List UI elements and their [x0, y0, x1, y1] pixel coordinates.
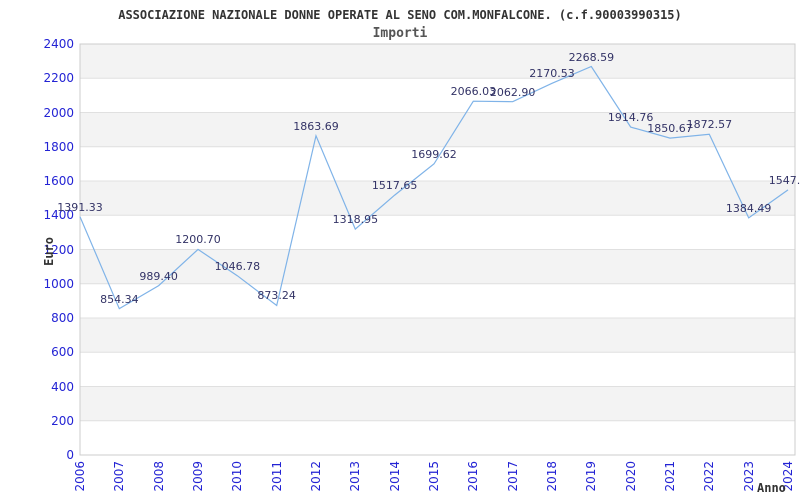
data-point-label: 1318.95 — [332, 213, 379, 227]
data-point-label: 1547.8 — [768, 173, 800, 187]
data-point-label: 1384.49 — [725, 201, 772, 215]
data-point-label: 854.34 — [100, 292, 139, 306]
plot-band — [80, 181, 795, 216]
data-point-label: 2170.53 — [529, 67, 575, 81]
x-tick-label: 2008 — [151, 461, 166, 492]
y-tick-label: 200 — [51, 413, 74, 428]
data-point-label: 2062.90 — [489, 85, 536, 99]
x-tick-label: 2016 — [466, 461, 481, 492]
plot-band — [80, 249, 795, 284]
x-tick-label: 2019 — [584, 461, 599, 492]
plot-band — [80, 318, 795, 353]
data-point-label: 1517.65 — [371, 179, 418, 193]
x-tick-label: 2022 — [702, 461, 717, 492]
plot-band — [80, 112, 795, 147]
y-tick-label: 2400 — [43, 37, 74, 51]
data-point-label: 1914.76 — [607, 111, 654, 125]
data-point-label: 1391.33 — [57, 200, 103, 214]
y-tick-label: 1200 — [43, 242, 74, 257]
plot-band — [80, 386, 795, 421]
chart-title: ASSOCIAZIONE NAZIONALE DONNE OPERATE AL … — [118, 8, 682, 22]
x-tick-label: 2009 — [191, 461, 205, 492]
data-point-label: 1200.70 — [175, 233, 221, 247]
data-point-label: 1850.67 — [647, 122, 693, 136]
data-point-label: 1872.57 — [686, 118, 733, 132]
x-axis-title: Anno — [757, 481, 786, 495]
data-point-label: 2066.03 — [450, 85, 497, 99]
x-tick-label: 2006 — [73, 461, 87, 492]
x-tick-label: 2007 — [112, 461, 127, 492]
x-tick-label: 2012 — [309, 461, 323, 492]
y-tick-label: 1600 — [43, 174, 74, 188]
y-tick-label: 0 — [66, 448, 74, 462]
y-tick-label: 1000 — [43, 276, 74, 291]
x-tick-label: 2020 — [623, 461, 638, 492]
data-point-label: 1699.62 — [411, 147, 457, 161]
x-tick-label: 2013 — [348, 461, 363, 492]
y-tick-label: 400 — [51, 379, 74, 394]
x-tick-label: 2021 — [663, 461, 677, 492]
data-point-label: 873.24 — [257, 289, 296, 303]
x-tick-label: 2023 — [741, 461, 756, 492]
y-tick-label: 600 — [51, 345, 74, 360]
chart-subtitle: Importi — [372, 26, 428, 41]
y-tick-label: 800 — [51, 311, 74, 325]
plot-border — [79, 43, 796, 456]
data-point-label: 1863.69 — [293, 119, 339, 133]
y-tick-label: 2000 — [43, 105, 74, 120]
x-tick-label: 2018 — [545, 461, 559, 492]
x-tick-label: 2017 — [505, 461, 520, 492]
y-axis-title: Euro — [42, 237, 56, 266]
x-tick-label: 2014 — [387, 461, 402, 492]
y-tick-label: 1400 — [43, 208, 74, 223]
data-point-label: 1046.78 — [214, 259, 261, 273]
data-point-label: 2268.59 — [568, 50, 615, 64]
x-tick-label: 2010 — [230, 461, 245, 492]
y-tick-label: 2200 — [43, 71, 74, 86]
series-line-importi — [79, 65, 789, 310]
plot-band — [80, 44, 795, 79]
x-tick-label: 2015 — [427, 461, 441, 492]
x-tick-label: 2011 — [269, 461, 284, 492]
data-point-label: 989.40 — [139, 269, 178, 283]
y-tick-label: 1800 — [43, 139, 74, 154]
